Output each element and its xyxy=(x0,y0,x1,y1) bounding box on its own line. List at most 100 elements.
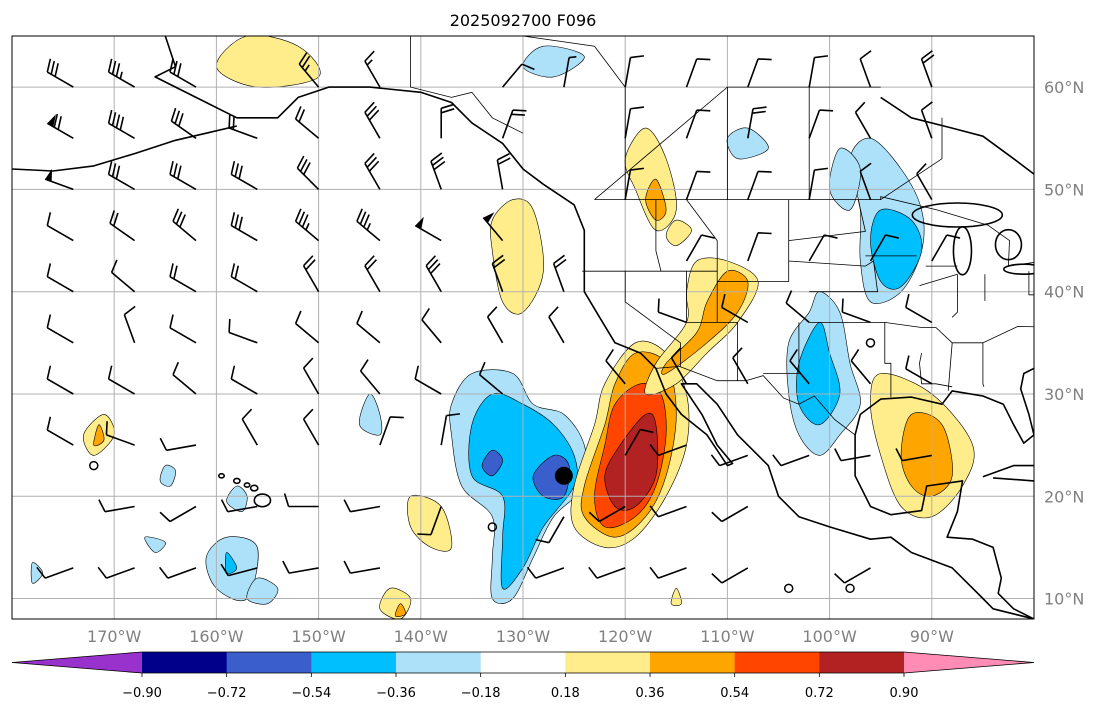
calm-circle-2 xyxy=(783,583,794,594)
wind-barb-50 xyxy=(107,365,136,395)
wind-barb-73 xyxy=(711,505,749,523)
contour-fill-22 xyxy=(726,127,769,160)
border-28 xyxy=(522,36,626,88)
wind-barb-36 xyxy=(364,255,381,293)
wind-barb-38 xyxy=(491,254,506,292)
contour-fill-30 xyxy=(246,577,279,605)
figure-title: 2025092700 F096 xyxy=(450,11,597,30)
wind-barb-95 xyxy=(850,348,872,385)
wind-barb-68 xyxy=(343,499,381,513)
wind-barb-14 xyxy=(501,109,527,139)
lake-0 xyxy=(911,202,1004,228)
wind-barb-37 xyxy=(425,255,442,293)
coastline-0 xyxy=(154,36,1034,619)
hawaii-island-0 xyxy=(253,493,272,508)
contour-fill-37 xyxy=(30,562,44,584)
wind-barb-48 xyxy=(548,306,565,344)
hawaii-island-3 xyxy=(232,477,241,485)
colorbar-tick-label: 0.36 xyxy=(636,686,665,701)
wind-barb-61 xyxy=(302,408,320,446)
wind-barb-54 xyxy=(359,359,381,395)
coastline-3 xyxy=(854,434,1034,619)
wind-barb-62 xyxy=(379,416,404,446)
wind-barb-90 xyxy=(895,448,932,462)
wind-barb-101 xyxy=(905,293,933,324)
wind-barb-105 xyxy=(869,234,899,262)
colorbar-segment xyxy=(226,652,312,673)
lake-1 xyxy=(952,225,973,276)
wind-barb-64 xyxy=(98,499,135,513)
wind-barb-51 xyxy=(172,361,197,395)
colorbar-tick-label: −0.54 xyxy=(291,686,331,701)
colorbar-tick-label: 0.90 xyxy=(890,686,919,701)
latitude-labels: 10°N 20°N 30°N 40°N 50°N 60°N xyxy=(1044,78,1084,608)
border-5 xyxy=(655,199,662,272)
wind-barb-3 xyxy=(298,52,320,88)
contour-fill-19 xyxy=(665,219,692,247)
border-2 xyxy=(655,365,856,436)
calm-circle-0 xyxy=(89,460,99,471)
wind-barb-81 xyxy=(588,566,626,579)
colorbar-tick-label: 0.54 xyxy=(720,686,749,701)
map-frame xyxy=(11,35,1035,620)
wind-barb-44 xyxy=(294,310,320,344)
wind-barb-69 xyxy=(417,506,442,536)
border-12 xyxy=(788,260,879,293)
wind-barb-12 xyxy=(364,101,381,139)
wind-barb-106 xyxy=(931,234,961,262)
wind-barb-17 xyxy=(169,160,197,191)
wind-barb-123 xyxy=(859,50,872,88)
wind-barb-25 xyxy=(172,208,197,242)
wind-barb-7 xyxy=(46,113,74,139)
contour-fill-7 xyxy=(604,412,659,511)
wind-barb-103 xyxy=(747,232,772,262)
calm-circle-4 xyxy=(865,338,876,348)
wind-barb-24 xyxy=(109,210,136,242)
border-11 xyxy=(788,199,866,241)
colorbar-segment xyxy=(311,652,397,673)
wind-barb-55 xyxy=(414,365,442,395)
border-4 xyxy=(582,199,790,282)
wind-barb-4 xyxy=(364,50,381,88)
wind-barb-117 xyxy=(854,101,872,139)
longitude-labels: 170°W 160°W 150°W 140°W 130°W 120°W 110°W 100°W… xyxy=(87,627,954,646)
colorbar-tick-label: −0.72 xyxy=(207,686,247,701)
wind-barb-122 xyxy=(808,55,829,88)
wind-barb-41 xyxy=(123,305,136,344)
wind-barb-109 xyxy=(747,170,772,200)
wind-barb-116 xyxy=(808,109,834,139)
wind-barb-43 xyxy=(228,318,258,344)
wind-barb-20 xyxy=(364,152,381,190)
wind-barb-59 xyxy=(159,437,197,452)
wind-barb-74 xyxy=(36,566,74,579)
wind-barb-99 xyxy=(785,290,810,324)
wind-barb-8 xyxy=(107,109,136,139)
lat-label: 20°N xyxy=(1044,487,1084,506)
colorbar-tick-label: −0.18 xyxy=(461,686,501,701)
hawaii-island-4 xyxy=(218,472,226,479)
contour-fill-34 xyxy=(394,603,406,617)
wind-barb-78 xyxy=(282,560,319,574)
lon-label: 90°W xyxy=(910,627,954,646)
wind-barb-13 xyxy=(440,103,455,139)
wind-barb-113 xyxy=(624,106,645,139)
border-0 xyxy=(410,36,524,134)
colorbar-segment xyxy=(565,652,651,673)
contour-fill-35 xyxy=(670,587,682,606)
wind-barb-100 xyxy=(841,298,871,324)
wind-barb-72 xyxy=(649,505,687,518)
wind-barb-111 xyxy=(859,162,872,200)
calm-circle-1 xyxy=(487,522,498,532)
wind-barb-76 xyxy=(158,566,197,579)
wind-barb-110 xyxy=(808,167,829,200)
wind-barb-89 xyxy=(834,448,871,462)
wind-barb-114 xyxy=(685,109,711,139)
hawaii-island-2 xyxy=(243,482,251,488)
border-19 xyxy=(919,273,958,286)
lon-label: 130°W xyxy=(496,627,551,646)
wind-barb-58 xyxy=(105,421,135,446)
lake-4 xyxy=(1043,251,1069,259)
wind-barb-77 xyxy=(220,563,258,577)
contour-fill-27 xyxy=(359,393,383,436)
wind-barb-15 xyxy=(44,168,74,191)
